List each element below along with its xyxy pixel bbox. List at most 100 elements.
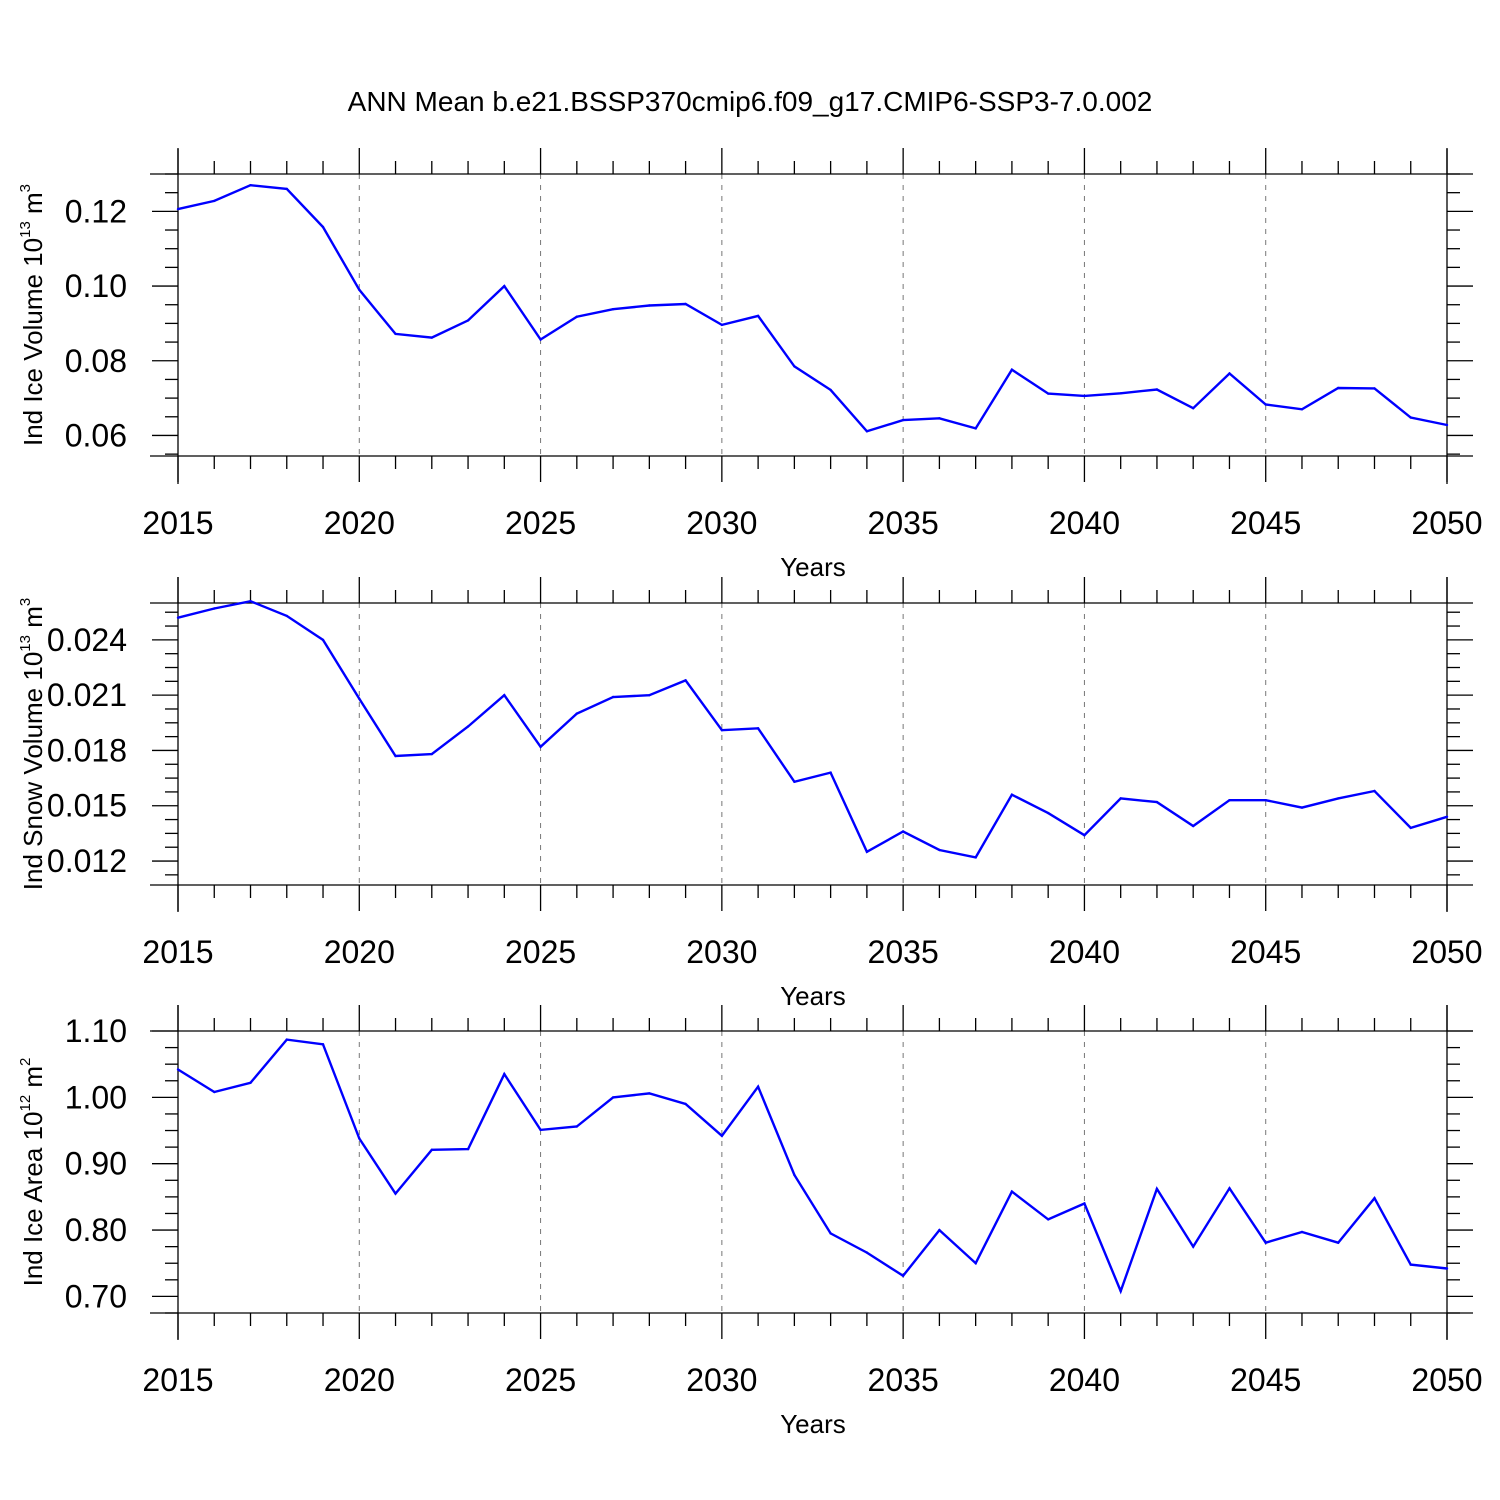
x-tick-label: 2040 bbox=[1049, 1362, 1120, 1398]
data-point bbox=[539, 1128, 542, 1132]
data-point bbox=[611, 308, 615, 311]
data-point bbox=[176, 1068, 180, 1071]
x-tick-label: 2025 bbox=[505, 505, 576, 541]
y-tick-label: 0.10 bbox=[65, 268, 127, 304]
data-point bbox=[1373, 1197, 1376, 1200]
data-point bbox=[684, 1102, 687, 1106]
data-point bbox=[1119, 1289, 1122, 1293]
data-point bbox=[1083, 834, 1086, 837]
y-tick-label: 0.012 bbox=[47, 843, 127, 879]
y-tick-label: 0.021 bbox=[47, 677, 127, 713]
x-tick-label: 2030 bbox=[686, 505, 757, 541]
data-point bbox=[213, 607, 216, 610]
data-point bbox=[1300, 1230, 1304, 1234]
data-point bbox=[1409, 826, 1412, 830]
data-point bbox=[503, 284, 506, 288]
data-point bbox=[575, 712, 578, 715]
data-point bbox=[1192, 1245, 1195, 1248]
y-tick-label: 0.70 bbox=[65, 1278, 127, 1314]
data-point bbox=[575, 1125, 578, 1128]
x-axis-title: Years bbox=[780, 1409, 846, 1439]
data-point bbox=[394, 332, 397, 336]
x-tick-label: 2015 bbox=[142, 934, 213, 970]
data-point bbox=[756, 1085, 760, 1088]
x-tick-label: 2045 bbox=[1230, 1362, 1301, 1398]
chart-panel-1: 0.06 0.08 0.10 0.12 2015 2020 2025 2030 2035 2040… bbox=[17, 148, 1483, 582]
x-tick-label: 2040 bbox=[1049, 505, 1120, 541]
data-point bbox=[938, 848, 941, 852]
data-point bbox=[176, 207, 180, 211]
x-tick-label: 2035 bbox=[868, 1362, 939, 1398]
x-tick-label: 2020 bbox=[324, 934, 395, 970]
data-point bbox=[829, 388, 832, 392]
data-point bbox=[1337, 797, 1340, 800]
chart-panel-2: 0.012 0.015 0.018 0.021 0.024 2015 2020 2025 203… bbox=[17, 577, 1483, 1011]
data-point bbox=[938, 417, 941, 420]
data-point bbox=[358, 1137, 361, 1140]
data-point bbox=[1264, 403, 1267, 406]
data-point bbox=[430, 1148, 433, 1152]
y-tick-label: 0.80 bbox=[65, 1212, 127, 1248]
x-tick-label: 2045 bbox=[1230, 505, 1301, 541]
data-point bbox=[213, 199, 216, 203]
data-point bbox=[430, 752, 433, 756]
data-point bbox=[358, 697, 361, 700]
y-tick-label: 0.12 bbox=[65, 193, 127, 229]
data-point bbox=[648, 304, 651, 307]
x-tick-label: 2050 bbox=[1411, 505, 1482, 541]
data-point bbox=[1409, 1263, 1412, 1266]
data-point bbox=[430, 336, 433, 339]
data-point bbox=[865, 430, 869, 433]
data-point bbox=[1228, 1187, 1231, 1190]
series-line bbox=[177, 1038, 1448, 1295]
data-point bbox=[1010, 1190, 1014, 1193]
data-point bbox=[1300, 806, 1304, 809]
data-point bbox=[394, 754, 397, 758]
data-point bbox=[865, 1251, 869, 1254]
data-point bbox=[1264, 1241, 1267, 1244]
data-point bbox=[974, 856, 977, 859]
x-axis-title: Years bbox=[780, 552, 846, 582]
x-tick-label: 2045 bbox=[1230, 934, 1301, 970]
data-point bbox=[503, 694, 506, 697]
figure-title: ANN Mean b.e21.BSSP370cmip6.f09_g17.CMIP… bbox=[348, 86, 1153, 117]
x-tick-label: 2025 bbox=[505, 1362, 576, 1398]
data-point bbox=[611, 1096, 615, 1099]
x-tick-label: 2020 bbox=[324, 1362, 395, 1398]
data-point bbox=[1155, 800, 1159, 804]
series-line bbox=[177, 183, 1448, 433]
data-point bbox=[1373, 387, 1376, 390]
data-point bbox=[684, 302, 687, 306]
data-point bbox=[720, 729, 724, 732]
y-axis-title: Ind Ice Volume 1013 m3 bbox=[17, 184, 48, 446]
data-point bbox=[756, 727, 760, 730]
x-tick-label: 2035 bbox=[868, 934, 939, 970]
data-point bbox=[901, 830, 905, 833]
data-point bbox=[466, 725, 470, 728]
y-tick-label: 0.018 bbox=[47, 732, 127, 768]
x-axis-title: Years bbox=[780, 981, 846, 1011]
data-point bbox=[176, 616, 180, 619]
data-point bbox=[901, 1274, 905, 1278]
data-point bbox=[1192, 407, 1195, 410]
series-line bbox=[177, 599, 1448, 859]
data-point bbox=[1409, 416, 1412, 419]
data-point bbox=[539, 745, 542, 748]
data-point bbox=[1228, 372, 1231, 375]
x-tick-label: 2015 bbox=[142, 505, 213, 541]
data-point bbox=[865, 850, 869, 853]
data-point bbox=[1119, 797, 1122, 800]
y-tick-label: 0.06 bbox=[65, 417, 127, 453]
data-point bbox=[321, 638, 325, 642]
data-point bbox=[611, 695, 615, 699]
data-point bbox=[1083, 1202, 1086, 1205]
data-point bbox=[756, 314, 760, 318]
y-axis-title: Ind Snow Volume 1013 m3 bbox=[17, 598, 48, 890]
data-point bbox=[1010, 793, 1014, 796]
data-point bbox=[720, 323, 724, 327]
data-point bbox=[285, 187, 288, 191]
y-axis-title: Ind Ice Area 1012 m2 bbox=[17, 1058, 48, 1287]
data-point bbox=[1047, 392, 1050, 395]
data-point bbox=[1119, 392, 1122, 395]
